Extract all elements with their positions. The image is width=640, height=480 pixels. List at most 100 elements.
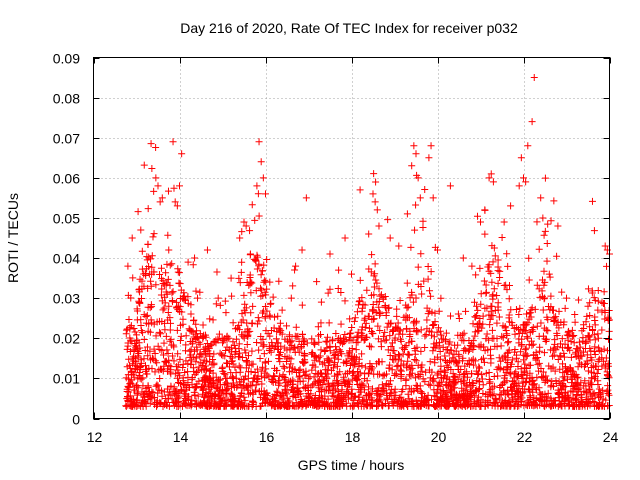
data-point bbox=[408, 162, 416, 170]
data-point bbox=[285, 333, 293, 341]
data-point bbox=[425, 402, 433, 410]
data-point bbox=[572, 348, 580, 356]
data-point bbox=[485, 174, 493, 182]
data-point bbox=[324, 395, 332, 403]
data-point bbox=[495, 313, 503, 321]
data-point bbox=[521, 385, 529, 393]
data-point bbox=[598, 326, 606, 334]
data-point bbox=[530, 351, 538, 359]
data-point bbox=[361, 386, 369, 394]
data-point bbox=[496, 267, 504, 275]
data-point bbox=[451, 380, 459, 388]
data-point bbox=[379, 295, 387, 303]
data-point bbox=[528, 118, 536, 126]
data-point bbox=[310, 339, 318, 347]
data-point bbox=[265, 373, 273, 381]
data-point bbox=[595, 389, 603, 397]
data-point bbox=[421, 332, 429, 340]
data-point bbox=[374, 370, 382, 378]
data-point bbox=[258, 380, 266, 388]
data-point bbox=[378, 381, 386, 389]
data-point bbox=[426, 381, 434, 389]
data-point bbox=[594, 306, 602, 314]
data-point bbox=[134, 375, 142, 383]
data-point bbox=[487, 302, 495, 310]
data-point bbox=[409, 298, 417, 306]
data-point bbox=[215, 376, 223, 384]
y-tick-label: 0.03 bbox=[53, 291, 80, 307]
data-point bbox=[154, 182, 162, 190]
data-point bbox=[351, 314, 359, 322]
data-point bbox=[350, 402, 358, 410]
data-point bbox=[259, 292, 267, 300]
data-point bbox=[439, 343, 447, 351]
data-point bbox=[361, 301, 369, 309]
data-point bbox=[553, 252, 561, 260]
data-point bbox=[531, 305, 539, 313]
data-point bbox=[176, 355, 184, 363]
data-point bbox=[500, 352, 508, 360]
data-point bbox=[473, 311, 481, 319]
data-point bbox=[263, 255, 271, 263]
data-point bbox=[194, 392, 202, 400]
data-point bbox=[599, 395, 607, 403]
data-point bbox=[506, 369, 514, 377]
data-point bbox=[194, 294, 202, 302]
data-point bbox=[586, 379, 594, 387]
data-point bbox=[272, 396, 280, 404]
data-point bbox=[575, 347, 583, 355]
data-point bbox=[402, 341, 410, 349]
data-point bbox=[532, 384, 540, 392]
data-point bbox=[447, 357, 455, 365]
data-point bbox=[417, 283, 425, 291]
data-point bbox=[589, 362, 597, 370]
data-point bbox=[473, 302, 481, 310]
data-point bbox=[168, 260, 176, 268]
data-point bbox=[315, 382, 323, 390]
data-point bbox=[175, 269, 183, 277]
data-point bbox=[368, 329, 376, 337]
data-point bbox=[261, 276, 269, 284]
data-point bbox=[142, 312, 150, 320]
data-point bbox=[585, 332, 593, 340]
data-point bbox=[140, 282, 148, 290]
data-point bbox=[443, 375, 451, 383]
data-point bbox=[488, 384, 496, 392]
data-point bbox=[487, 355, 495, 363]
data-point bbox=[275, 351, 283, 359]
data-point bbox=[526, 393, 534, 401]
data-point bbox=[236, 392, 244, 400]
y-tick-label: 0.08 bbox=[53, 91, 80, 107]
data-point bbox=[158, 285, 166, 293]
data-point bbox=[224, 384, 232, 392]
data-point bbox=[460, 329, 468, 337]
data-point bbox=[261, 358, 269, 366]
data-point bbox=[442, 381, 450, 389]
data-point bbox=[468, 379, 476, 387]
data-point bbox=[344, 352, 352, 360]
data-point bbox=[594, 297, 602, 305]
data-point bbox=[238, 258, 246, 266]
data-point bbox=[437, 294, 445, 302]
data-point bbox=[260, 261, 268, 269]
data-point bbox=[503, 250, 511, 258]
data-point bbox=[263, 285, 271, 293]
data-point bbox=[586, 344, 594, 352]
data-point bbox=[222, 347, 230, 355]
data-point bbox=[428, 368, 436, 376]
data-point bbox=[335, 346, 343, 354]
data-point bbox=[358, 323, 366, 331]
data-point bbox=[257, 402, 265, 410]
data-point bbox=[349, 336, 357, 344]
data-point bbox=[554, 386, 562, 394]
data-point bbox=[392, 398, 400, 406]
data-point bbox=[473, 386, 481, 394]
data-point bbox=[266, 300, 274, 308]
data-point bbox=[166, 391, 174, 399]
data-point bbox=[143, 311, 151, 319]
data-point bbox=[567, 366, 575, 374]
data-point bbox=[460, 347, 468, 355]
data-point bbox=[137, 359, 145, 367]
data-point bbox=[257, 367, 265, 375]
data-point bbox=[335, 266, 343, 274]
